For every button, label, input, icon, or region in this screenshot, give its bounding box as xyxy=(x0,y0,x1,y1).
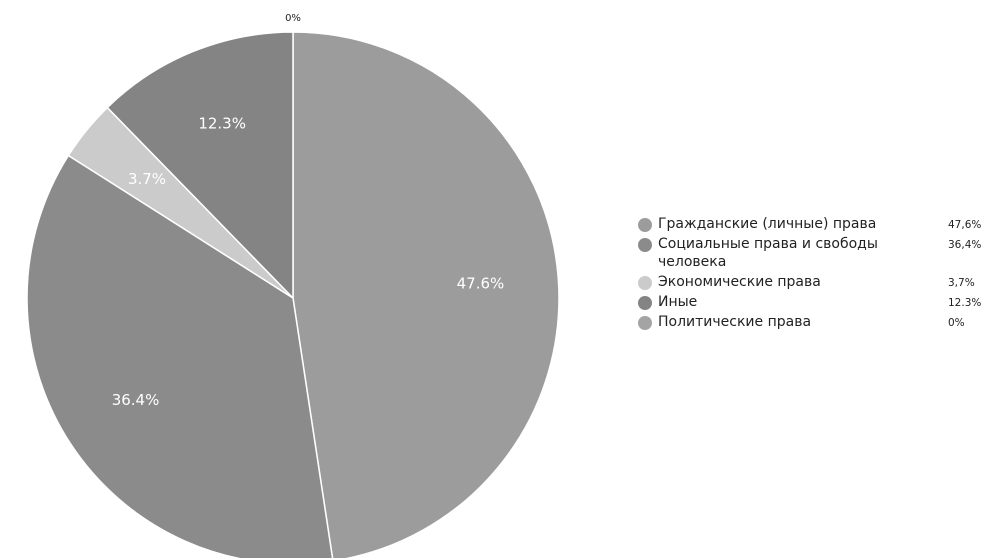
legend: Гражданские (личные) права 47,6% Социаль… xyxy=(638,215,993,333)
pie-labels: 47.6% 36.4% 3.7% 12.3% 0% xyxy=(112,13,505,409)
legend-swatch-economic xyxy=(638,276,652,290)
pie-label-political: 0% xyxy=(285,13,301,24)
legend-item-civil: Гражданские (личные) права 47,6% xyxy=(638,215,993,233)
pie-slice-civil xyxy=(292,31,560,558)
legend-swatch-political xyxy=(638,316,652,330)
legend-label-political: Политические права xyxy=(658,314,812,330)
legend-value-social: 36,4% xyxy=(948,239,982,251)
pie-label-social: 36.4% xyxy=(112,391,160,409)
pie-label-other: 12.3% xyxy=(198,114,246,132)
legend-label-economic: Экономические права xyxy=(658,274,821,290)
pie-label-civil: 47.6% xyxy=(457,274,505,292)
legend-value-economic: 3,7% xyxy=(948,277,975,289)
legend-label-social: Социальные права и свободы человека xyxy=(658,236,878,270)
legend-value-civil: 47,6% xyxy=(948,219,982,231)
legend-swatch-civil xyxy=(638,218,652,232)
legend-item-economic: Экономические права 3,7% xyxy=(638,273,993,291)
legend-value-political: 0% xyxy=(948,317,965,329)
legend-item-social: Социальные права и свободы человека 36,4… xyxy=(638,235,993,271)
legend-item-political: Политические права 0% xyxy=(638,313,993,331)
pie-slice-social xyxy=(26,154,334,558)
legend-swatch-other xyxy=(638,296,652,310)
legend-item-other: Иные 12.3% xyxy=(638,293,993,311)
pie-slices xyxy=(26,31,560,558)
legend-label-other: Иные xyxy=(658,294,698,310)
legend-swatch-social xyxy=(638,238,652,252)
pie-label-economic: 3.7% xyxy=(128,170,166,188)
legend-label-civil: Гражданские (личные) права xyxy=(658,216,877,232)
legend-value-other: 12.3% xyxy=(948,297,982,309)
pie-slice-other xyxy=(106,31,294,300)
